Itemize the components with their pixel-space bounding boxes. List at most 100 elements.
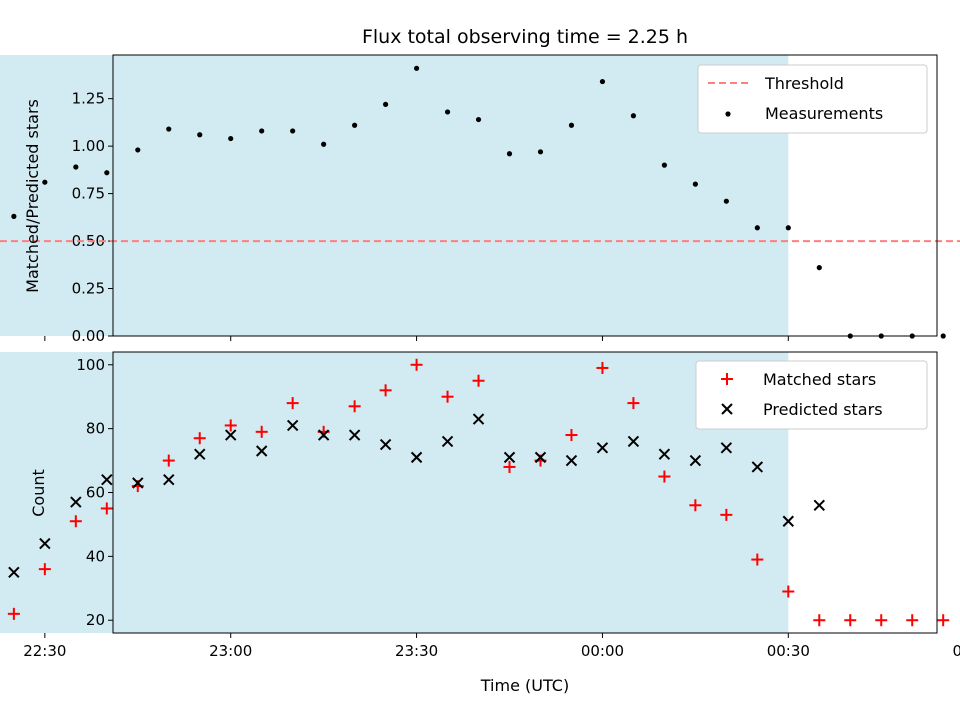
- x-tick-label: 01:00: [953, 642, 960, 660]
- measurement-point: [135, 147, 141, 153]
- predicted-point: [813, 499, 825, 511]
- chart-title: Flux total observing time = 2.25 h: [362, 26, 688, 48]
- matched-point: [100, 502, 113, 515]
- matched-point: [255, 425, 268, 438]
- matched-point: [627, 397, 640, 410]
- matched-point: [472, 374, 485, 387]
- measurement-point: [11, 213, 17, 219]
- legend-threshold-label: Threshold: [764, 74, 844, 93]
- measurement-point: [166, 126, 172, 132]
- x-tick-label: 23:30: [395, 642, 438, 660]
- matched-point: [38, 563, 51, 576]
- predicted-point: [8, 566, 20, 579]
- measurement-point: [352, 122, 358, 128]
- predicted-point: [472, 413, 485, 425]
- measurement-point: [259, 128, 265, 134]
- predicted-point: [565, 454, 578, 467]
- bottom-y-axis-label: Count: [29, 469, 48, 517]
- matched-point: [937, 614, 950, 627]
- matched-point: [813, 614, 826, 627]
- matched-point: [379, 384, 392, 397]
- legend-measurements-label: Measurements: [765, 104, 883, 123]
- predicted-point: [163, 474, 175, 486]
- measurement-point: [816, 265, 822, 271]
- predicted-point: [70, 496, 82, 508]
- matched-point: [782, 585, 795, 598]
- predicted-point: [658, 448, 671, 460]
- axes-frame: [112, 351, 938, 634]
- measurement-point: [321, 141, 327, 147]
- matched-point: [7, 607, 20, 620]
- axes-frame: [112, 54, 938, 337]
- measurement-point: [506, 151, 513, 157]
- y-tick-label: 0.00: [72, 327, 105, 345]
- measurement-point: [413, 65, 420, 71]
- measurement-point: [228, 135, 234, 142]
- measurement-point: [42, 179, 48, 185]
- top-y-axis-label: Matched/Predicted stars: [23, 99, 42, 293]
- predicted-point: [132, 477, 144, 489]
- y-tick-label: 1.00: [72, 137, 105, 155]
- matched-point: [286, 397, 299, 410]
- y-tick-label: 1.25: [72, 90, 105, 108]
- matched-point: [596, 361, 609, 374]
- y-tick-label: 100: [76, 356, 105, 374]
- predicted-point: [286, 419, 299, 432]
- measurement-point: [444, 109, 451, 115]
- predicted-point: [410, 451, 423, 464]
- y-tick-label: 0.75: [72, 185, 105, 203]
- predicted-point: [101, 474, 113, 486]
- legend-predicted-label: Predicted stars: [763, 400, 883, 419]
- measurement-point: [537, 149, 544, 155]
- predicted-point: [720, 442, 733, 454]
- measurement-point: [475, 116, 482, 123]
- predicted-point: [534, 451, 547, 464]
- measurement-point: [785, 225, 791, 231]
- matched-point: [751, 553, 764, 566]
- bottom-legend-box: [695, 360, 928, 430]
- predicted-point: [596, 442, 609, 454]
- x-tick-label: 22:30: [23, 642, 66, 660]
- y-tick-label: 80: [86, 420, 105, 438]
- predicted-point: [751, 461, 764, 473]
- predicted-point: [39, 537, 51, 550]
- predicted-point: [317, 429, 330, 441]
- predicted-point: [689, 454, 702, 467]
- measurement-point: [940, 333, 946, 339]
- legend-measurements-swatch: [725, 111, 731, 117]
- legend-matched-swatch: [721, 373, 733, 385]
- matched-point: [844, 614, 857, 627]
- matched-point: [503, 460, 516, 473]
- bottom-legend: Matched stars Predicted stars: [695, 360, 928, 430]
- matched-point: [441, 390, 454, 403]
- measurement-point: [599, 78, 606, 85]
- x-axis-label: Time (UTC): [480, 676, 569, 695]
- predicted-point: [255, 445, 268, 457]
- measurement-point: [104, 170, 110, 176]
- legend-predicted-swatch: [721, 403, 733, 415]
- top-panel: 0.000.250.500.751.001.25: [0, 54, 960, 345]
- matched-point: [410, 358, 423, 371]
- x-tick-label: 00:30: [767, 642, 810, 660]
- measurement-point: [630, 113, 637, 119]
- matched-point: [69, 515, 82, 528]
- predicted-point: [348, 429, 361, 441]
- predicted-point: [225, 429, 237, 441]
- top-legend: Threshold Measurements: [697, 64, 928, 134]
- bottom-panel: 2040608010022:0022:3023:0023:3000:0000:3…: [0, 351, 960, 660]
- top-legend-box: [697, 64, 928, 134]
- matched-point: [348, 400, 361, 413]
- y-tick-label: 60: [86, 484, 105, 502]
- predicted-point: [782, 515, 795, 527]
- matched-point: [875, 614, 888, 627]
- y-tick-label: 0.25: [72, 280, 105, 298]
- matched-point: [224, 419, 237, 432]
- x-tick-label: 23:00: [209, 642, 252, 660]
- measurement-point: [197, 132, 203, 138]
- y-tick-label: 20: [86, 611, 105, 629]
- predicted-point: [194, 448, 206, 460]
- measurement-point: [692, 181, 698, 187]
- predicted-point: [441, 435, 454, 448]
- matched-point: [906, 614, 919, 627]
